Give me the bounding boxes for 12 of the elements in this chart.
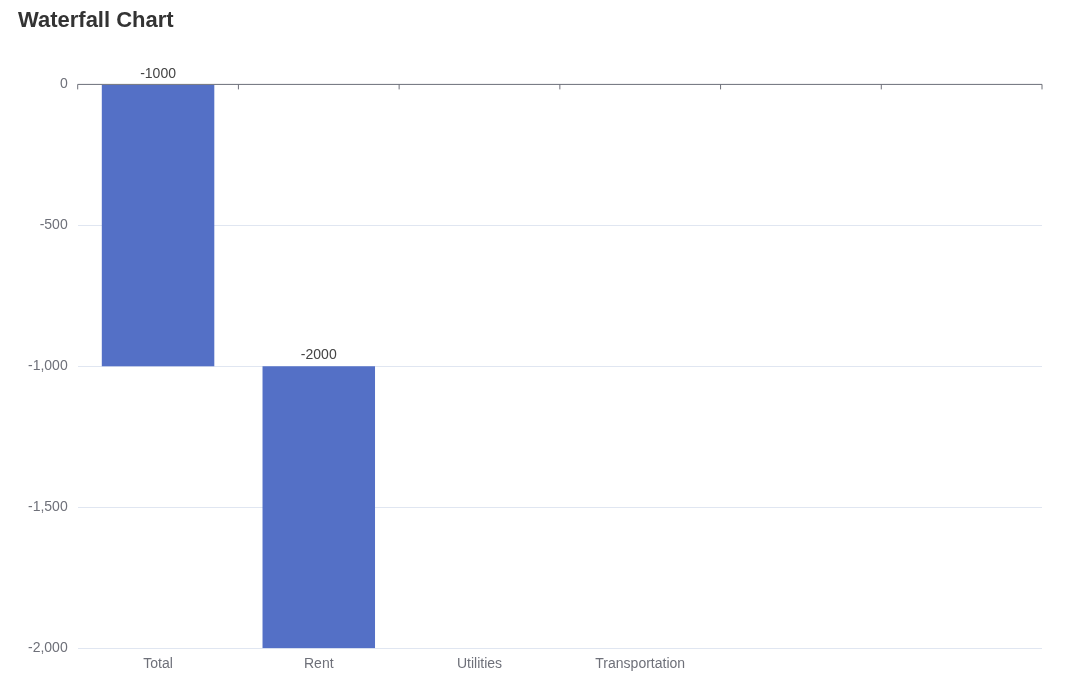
data-label: -1000 (140, 64, 177, 81)
x-tick-label: Rent (303, 655, 334, 672)
y-tick-label: -2,000 (27, 639, 68, 656)
x-tick-label: Utilities (456, 655, 503, 672)
data-label: -2000 (300, 346, 337, 363)
y-tick-label: -500 (39, 216, 68, 233)
y-tick-label: -1,000 (27, 357, 68, 374)
y-tick-label: 0 (59, 75, 68, 92)
y-tick-label: -1,500 (27, 498, 68, 515)
x-tick-label: Total (143, 655, 173, 672)
x-tick-label: Transportation (595, 655, 686, 672)
chart-title: Waterfall Chart (18, 7, 175, 33)
